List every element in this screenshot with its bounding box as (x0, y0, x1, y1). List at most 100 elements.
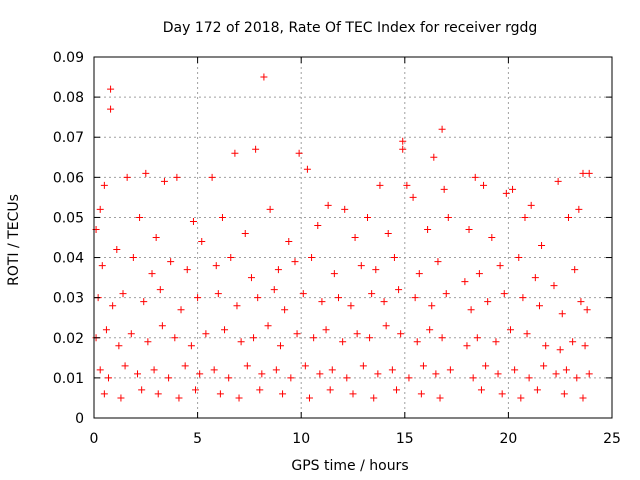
y-tick-label: 0.08 (53, 90, 84, 106)
data-point (538, 242, 546, 250)
data-point (564, 213, 572, 221)
data-point (417, 390, 425, 398)
data-point (496, 262, 504, 270)
data-point (442, 290, 450, 298)
y-tick-label: 0.05 (53, 210, 84, 226)
data-point (477, 386, 485, 394)
data-point (562, 366, 570, 374)
data-point (368, 290, 376, 298)
data-point (276, 342, 284, 350)
data-point (173, 173, 181, 181)
data-point (511, 366, 519, 374)
data-point (208, 173, 216, 181)
data-point (388, 366, 396, 374)
data-point (136, 213, 144, 221)
data-point (247, 274, 255, 282)
chart-title: Day 172 of 2018, Rate Of TEC Index for r… (163, 20, 538, 36)
data-point (279, 390, 287, 398)
data-point (266, 205, 274, 213)
data-point (318, 298, 326, 306)
data-point (235, 394, 243, 402)
y-tick-label: 0.04 (53, 251, 84, 267)
data-point (334, 294, 342, 302)
data-point (585, 169, 593, 177)
data-point (351, 234, 359, 241)
x-tick-label: 10 (292, 431, 310, 447)
data-point (256, 386, 264, 394)
data-point (105, 374, 113, 382)
data-point (324, 201, 332, 209)
data-point (480, 181, 488, 189)
data-point (579, 169, 587, 177)
data-point (535, 302, 543, 310)
data-point (119, 290, 127, 298)
data-point (96, 366, 104, 374)
data-point (187, 342, 195, 350)
plot-frame (93, 56, 613, 419)
data-point (250, 334, 258, 342)
y-tick-label: 0.01 (53, 371, 84, 387)
data-point (364, 213, 372, 221)
y-tick-label: 0.03 (53, 291, 84, 307)
data-point (156, 286, 164, 294)
data-point (444, 213, 452, 221)
data-point (560, 390, 568, 398)
data-point (316, 370, 324, 378)
data-point (142, 169, 150, 177)
data-point (231, 149, 239, 157)
data-point (243, 362, 251, 370)
data-point (115, 342, 123, 350)
data-point (419, 362, 427, 370)
data-point (214, 290, 222, 298)
data-point (349, 390, 357, 398)
data-point (461, 278, 469, 286)
data-point (198, 238, 206, 246)
data-point (241, 229, 249, 237)
data-point (96, 205, 104, 213)
y-tick-label: 0 (75, 411, 84, 427)
data-point (473, 334, 481, 342)
data-point (270, 286, 278, 294)
data-point (100, 390, 108, 398)
data-point (181, 362, 189, 370)
data-point (322, 326, 330, 334)
data-point (428, 302, 436, 310)
data-point (117, 394, 125, 402)
data-point (326, 386, 334, 394)
data-point (542, 342, 550, 350)
data-point (492, 338, 500, 346)
data-point (515, 254, 523, 262)
data-point (293, 330, 301, 338)
axis-ticks: 0 5 10 15 20 25 0 0.01 0.02 0.03 0.04 0.05 0.06 0.07 0… (53, 50, 621, 447)
data-point (254, 294, 262, 302)
data-point (225, 374, 233, 382)
data-point (488, 234, 496, 241)
data-point (409, 193, 417, 201)
data-point (415, 270, 423, 278)
data-point (347, 302, 355, 310)
data-point (463, 342, 471, 350)
data-point (221, 326, 229, 334)
data-point (413, 338, 421, 346)
data-point (403, 181, 411, 189)
y-tick-label: 0.09 (53, 50, 84, 66)
data-point (305, 394, 313, 402)
data-point (523, 330, 531, 338)
x-tick-label: 5 (193, 431, 202, 447)
data-point (260, 73, 268, 81)
data-point (494, 370, 502, 378)
x-tick-label: 15 (396, 431, 414, 447)
data-point (264, 322, 272, 330)
data-point (134, 370, 142, 378)
data-point (525, 374, 533, 382)
data-point (558, 310, 566, 318)
data-point (144, 338, 152, 346)
data-point (482, 362, 490, 370)
data-point (359, 362, 367, 370)
data-point (390, 254, 398, 262)
data-point (384, 229, 392, 237)
data-point (527, 201, 535, 209)
data-point (98, 262, 106, 270)
data-point (308, 254, 316, 262)
